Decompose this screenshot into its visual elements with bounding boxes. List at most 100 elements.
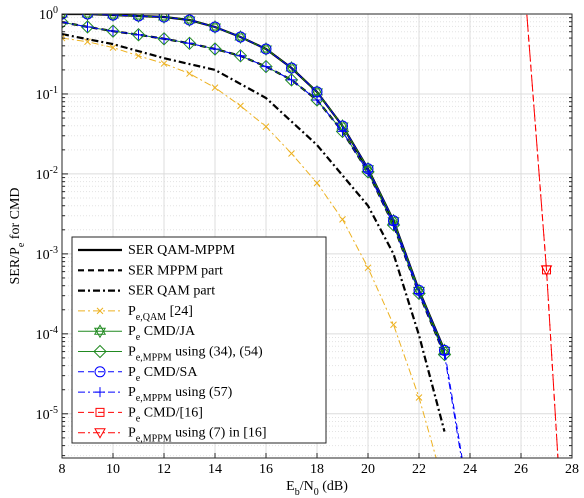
legend-label: Pe,MPPM using (7) in [16] — [128, 426, 267, 445]
data-point — [62, 34, 66, 42]
ticks: 8 10 12 14 16 18 20 22 24 26 28 100 10-1 10-2 10-3 10-4… — [36, 5, 579, 477]
data-point — [62, 14, 69, 21]
data-point — [109, 44, 117, 51]
data-point — [157, 32, 171, 46]
x-tick-label: 18 — [310, 462, 324, 477]
data-point — [415, 394, 423, 401]
data-point — [310, 84, 324, 99]
data-point — [234, 31, 247, 43]
y-tick-label: 10-5 — [36, 405, 58, 423]
data-point — [233, 49, 248, 63]
y-tick-label: 10-2 — [36, 165, 58, 183]
data-point — [160, 60, 168, 67]
data-point — [135, 52, 142, 60]
data-point — [81, 14, 94, 21]
data-point — [284, 73, 299, 87]
data-point — [209, 21, 221, 33]
legend-marker — [94, 366, 106, 378]
series-line — [62, 33, 446, 432]
x-tick-label: 22 — [412, 462, 426, 477]
data-point — [211, 84, 219, 91]
x-tick-label: 24 — [463, 462, 477, 477]
series-line — [62, 37, 437, 458]
data-point — [62, 15, 69, 29]
x-tick-label: 14 — [208, 462, 222, 477]
data-point — [388, 219, 399, 230]
legend-label: SER QAM part — [128, 284, 215, 299]
data-point — [108, 26, 118, 37]
data-point — [132, 14, 145, 22]
legend-label: Pe CMD/JA — [128, 324, 196, 343]
x-tick-label: 28 — [565, 462, 579, 477]
data-point — [313, 179, 321, 187]
x-tick-label: 10 — [106, 462, 120, 477]
x-tick-label: 26 — [514, 462, 528, 477]
legend-label: Pe CMD/[16] — [128, 406, 203, 425]
legend-marker — [94, 428, 106, 439]
legend-label: Pe,MPPM using (57) — [128, 385, 233, 404]
legend-label: Pe,QAM [24] — [128, 304, 193, 323]
x-tick-label: 8 — [59, 462, 66, 477]
data-point — [286, 74, 297, 85]
data-point — [336, 120, 349, 132]
data-point — [364, 264, 372, 272]
data-point — [361, 165, 375, 179]
data-point — [210, 43, 220, 54]
x-axis-label: Eb/N0 (dB) — [286, 479, 348, 498]
data-point — [442, 484, 448, 490]
data-point — [132, 14, 145, 24]
x-tick-label: 12 — [157, 462, 171, 477]
data-point — [183, 14, 196, 28]
data-point — [235, 50, 246, 61]
y-tick-label: 10-3 — [36, 245, 58, 263]
legend-marker — [95, 387, 105, 398]
data-point — [554, 476, 564, 485]
data-point — [285, 62, 298, 74]
data-point — [260, 43, 272, 55]
y-tick-label: 10-1 — [36, 85, 58, 103]
data-point — [183, 14, 196, 26]
data-point — [84, 38, 91, 46]
data-point — [262, 123, 270, 131]
data-point — [312, 95, 322, 106]
data-point — [412, 286, 426, 301]
data-point — [184, 38, 195, 49]
data-point — [107, 14, 119, 21]
data-point — [106, 24, 120, 38]
data-point — [390, 321, 397, 329]
x-tick-label: 16 — [259, 462, 273, 477]
series-layer — [62, 1, 564, 490]
data-point — [158, 14, 170, 23]
data-point — [363, 166, 373, 177]
data-point — [82, 21, 93, 32]
data-point — [555, 476, 563, 484]
series-line — [62, 14, 463, 458]
data-point — [182, 36, 197, 51]
data-point — [186, 70, 193, 77]
data-point — [285, 61, 298, 76]
legend-box — [71, 236, 327, 444]
legend-label: SER QAM-MPPM — [128, 243, 236, 258]
legend-marker — [95, 407, 105, 417]
data-point — [362, 163, 374, 175]
data-point — [337, 126, 348, 137]
data-point — [208, 42, 222, 56]
legend-label: Pe,MPPM using (34), (54) — [128, 345, 263, 364]
legend-marker — [93, 344, 107, 359]
data-point — [540, 265, 553, 276]
data-point — [133, 29, 144, 40]
y-tick-label: 100 — [39, 5, 58, 23]
legend: SER QAM-MPPM SER MPPM part SER QAM part Pe,… — [71, 236, 327, 445]
data-point — [311, 86, 323, 98]
x-tick-label: 20 — [361, 462, 375, 477]
data-point — [521, 1, 531, 10]
data-point — [80, 20, 95, 34]
data-point — [259, 59, 273, 74]
data-point — [81, 14, 94, 20]
legend-label: Pe CMD/SA — [128, 365, 198, 384]
data-point — [62, 17, 67, 28]
series-line — [526, 14, 559, 458]
data-point — [131, 28, 146, 42]
